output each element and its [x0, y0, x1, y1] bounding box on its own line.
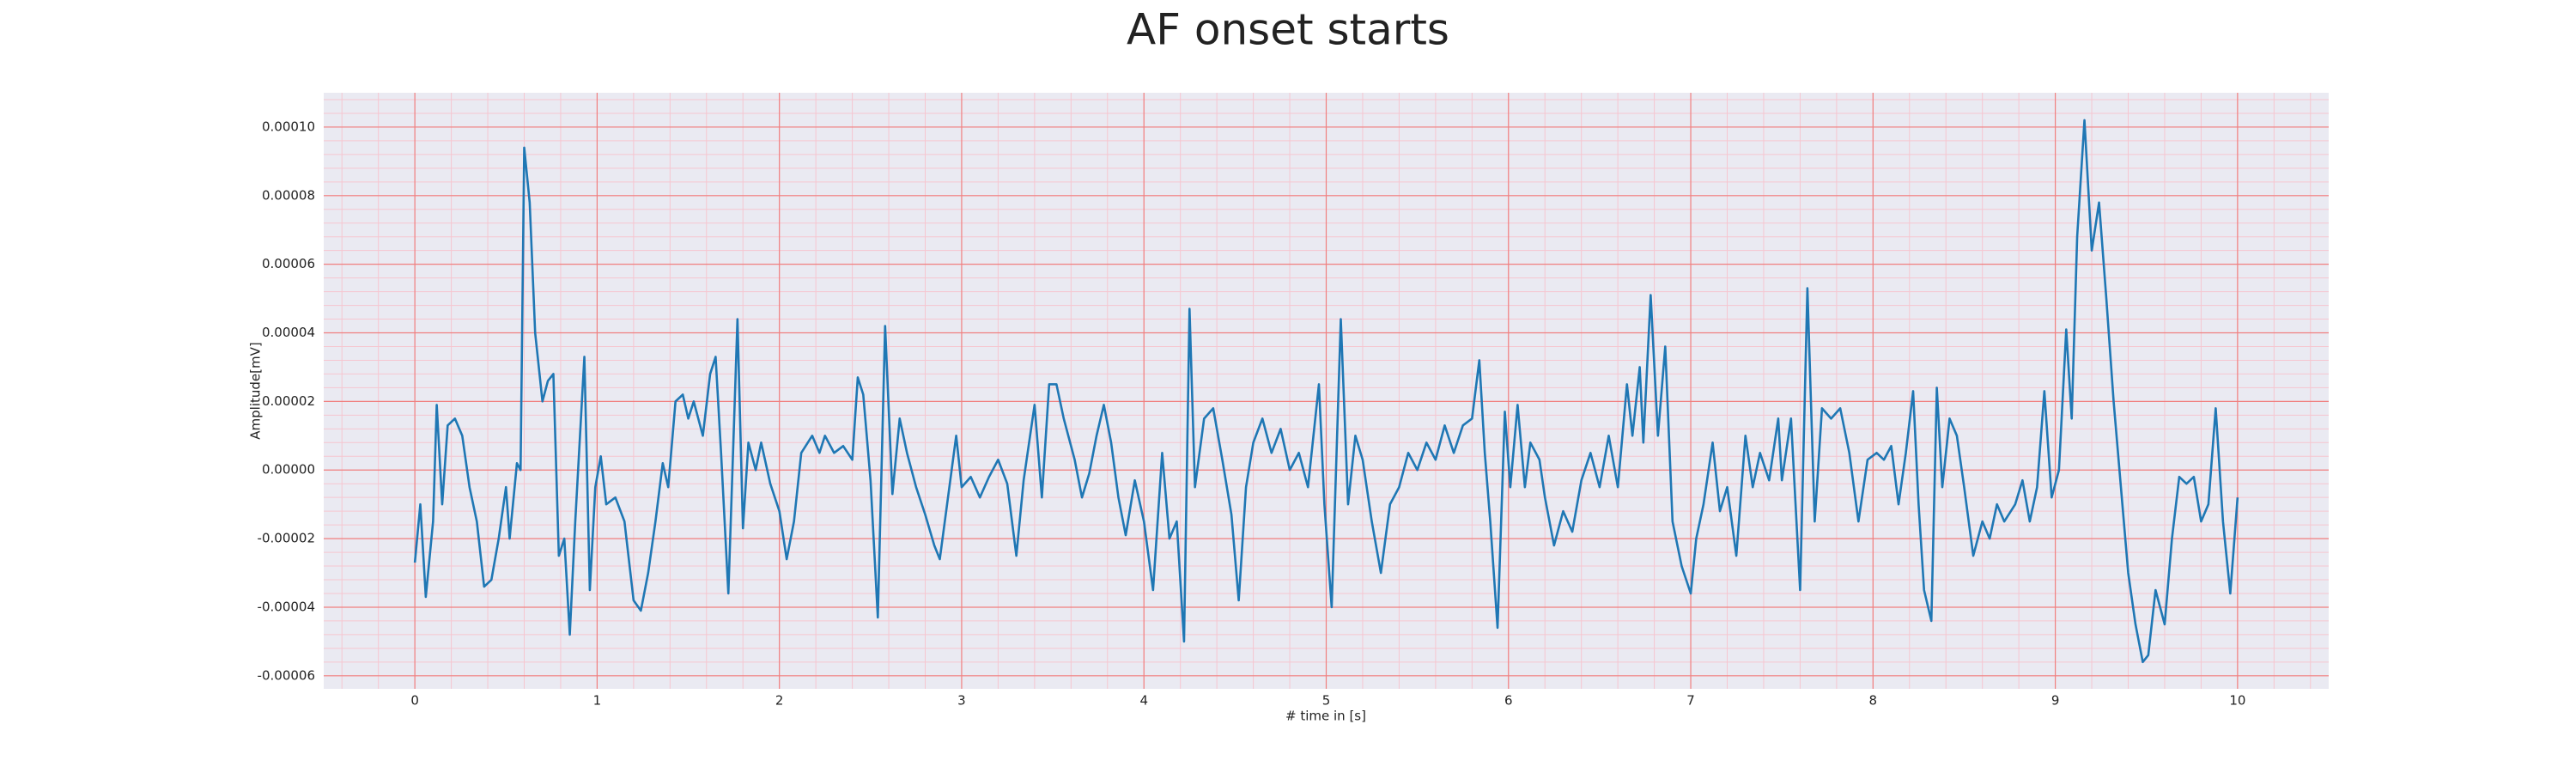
x-tick-label: 6: [1504, 693, 1513, 709]
y-tick-label: 0.00010: [262, 119, 315, 134]
grid: [324, 93, 2329, 689]
x-tick-label: 3: [957, 693, 966, 709]
y-tick-label: -0.00002: [258, 531, 315, 546]
x-tick-label: 0: [410, 693, 419, 709]
y-tick-label: 0.00002: [262, 393, 315, 409]
x-tick-label: 4: [1139, 693, 1148, 709]
y-tick-label: 0.00008: [262, 187, 315, 203]
x-tick-label: 10: [2229, 693, 2245, 709]
y-tick-label: -0.00004: [258, 599, 315, 614]
y-tick-label: 0.00006: [262, 256, 315, 271]
x-tick-label: 9: [2051, 693, 2060, 709]
x-tick-label: 7: [1686, 693, 1695, 709]
x-tick-label: 8: [1869, 693, 1878, 709]
y-tick-label: 0.00004: [262, 325, 315, 340]
x-tick-label: 1: [593, 693, 602, 709]
signal-line: [413, 119, 2239, 664]
y-axis-label: Amplitude[mV]: [248, 342, 264, 439]
x-tick-label: 5: [1322, 693, 1331, 709]
x-axis-label: # time in [s]: [1285, 709, 1366, 724]
y-tick-label: -0.00006: [258, 667, 315, 683]
x-tick-label: 2: [775, 693, 784, 709]
chart-title: AF onset starts: [1127, 5, 1449, 55]
y-tick-label: 0.00000: [262, 462, 315, 478]
